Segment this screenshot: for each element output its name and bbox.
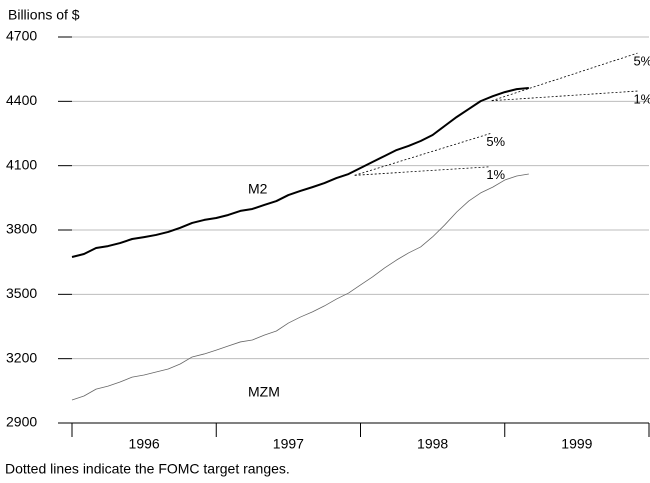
target-label: 5% <box>633 54 650 69</box>
y-tick-label: 2900 <box>6 414 37 430</box>
y-tick-label: 4100 <box>6 156 37 172</box>
x-tick-label: 1997 <box>273 436 304 452</box>
target-label: 1% <box>486 167 505 182</box>
x-tick-label: 1998 <box>417 436 448 452</box>
series-line <box>71 173 529 401</box>
series-label: MZM <box>248 384 280 400</box>
x-tick-label: 1999 <box>561 436 592 452</box>
y-tick-label: 3200 <box>6 349 37 365</box>
x-tick-label: 1996 <box>129 436 160 452</box>
target-line <box>491 90 638 102</box>
series-line <box>71 87 529 258</box>
y-tick-label: 4400 <box>6 92 37 108</box>
series-label: M2 <box>248 181 268 197</box>
y-tick-label: 3500 <box>6 285 37 301</box>
y-tick-label: 3800 <box>6 221 37 237</box>
target-label: 5% <box>486 134 505 149</box>
footnote: Dotted lines indicate the FOMC target ra… <box>5 461 290 477</box>
y-axis-label: Billions of $ <box>8 7 80 23</box>
target-line <box>354 166 491 176</box>
y-tick-label: 4700 <box>6 28 37 44</box>
target-label: 1% <box>633 91 650 106</box>
target-line <box>491 52 638 102</box>
